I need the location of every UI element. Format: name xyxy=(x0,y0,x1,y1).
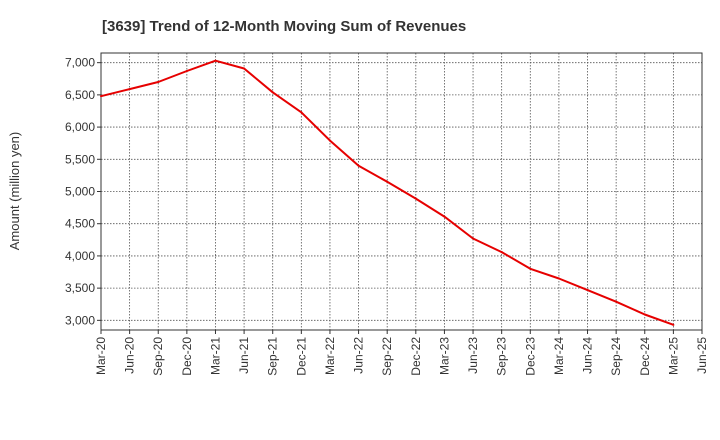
data-point xyxy=(557,277,560,280)
data-point xyxy=(157,80,160,83)
grid xyxy=(101,53,702,330)
data-point xyxy=(586,289,589,292)
data-point xyxy=(386,180,389,183)
x-tick-label: Dec-22 xyxy=(409,337,423,376)
data-point xyxy=(500,251,503,254)
data-point xyxy=(185,70,188,73)
data-point xyxy=(300,111,303,114)
data-point xyxy=(357,164,360,167)
data-point xyxy=(615,300,618,303)
y-tick-label: 7,000 xyxy=(65,56,95,70)
x-tick-label: Dec-23 xyxy=(523,337,537,376)
data-point xyxy=(643,313,646,316)
x-tick-label: Mar-23 xyxy=(437,337,451,375)
y-axis-label: Amount (million yen) xyxy=(7,132,22,251)
data-point xyxy=(243,67,246,70)
data-point xyxy=(443,215,446,218)
x-tick-label: Jun-23 xyxy=(466,337,480,374)
x-tick-label: Mar-20 xyxy=(94,337,108,375)
data-point xyxy=(100,95,102,98)
data-point xyxy=(214,59,217,62)
x-tick-label: Dec-24 xyxy=(638,337,652,376)
data-point xyxy=(472,237,475,240)
y-tick-label: 5,000 xyxy=(65,185,95,199)
data-point xyxy=(672,323,675,326)
x-tick-label: Sep-24 xyxy=(609,337,623,376)
y-tick-label: 3,000 xyxy=(65,313,95,327)
data-point xyxy=(128,88,131,91)
data-point xyxy=(328,139,331,142)
data-point xyxy=(414,197,417,200)
data-point xyxy=(529,267,532,270)
x-tick-label: Sep-22 xyxy=(380,337,394,376)
y-tick-label: 6,500 xyxy=(65,88,95,102)
chart-title: [3639] Trend of 12-Month Moving Sum of R… xyxy=(102,18,466,35)
y-tick-label: 3,500 xyxy=(65,281,95,295)
x-tick-label: Jun-21 xyxy=(237,337,251,374)
x-tick-label: Jun-24 xyxy=(581,337,595,374)
y-tick-label: 5,500 xyxy=(65,152,95,166)
x-axis: Mar-20 Jun-20 Sep-20 Dec-20 Mar-21 Jun-21 Sep-… xyxy=(94,330,709,376)
x-tick-label: Sep-23 xyxy=(495,337,509,376)
x-tick-label: Jun-20 xyxy=(123,337,137,374)
x-tick-label: Dec-21 xyxy=(294,337,308,376)
x-tick-label: Sep-21 xyxy=(266,337,280,376)
y-tick-label: 4,000 xyxy=(65,249,95,263)
data-point xyxy=(271,91,274,94)
x-tick-label: Sep-20 xyxy=(151,337,165,376)
x-tick-label: Mar-22 xyxy=(323,337,337,375)
x-tick-label: Mar-24 xyxy=(552,337,566,375)
y-tick-label: 6,000 xyxy=(65,120,95,134)
y-tick-label: 4,500 xyxy=(65,217,95,231)
x-tick-label: Jun-22 xyxy=(352,337,366,374)
y-axis: 3,000 3,500 4,000 4,500 5,000 5,500 6,000 6,500… xyxy=(65,56,101,327)
x-tick-label: Mar-21 xyxy=(208,337,222,375)
x-tick-label: Mar-25 xyxy=(666,337,680,375)
x-tick-label: Jun-25 xyxy=(695,337,709,374)
x-tick-label: Dec-20 xyxy=(180,337,194,376)
series-group xyxy=(100,59,675,326)
